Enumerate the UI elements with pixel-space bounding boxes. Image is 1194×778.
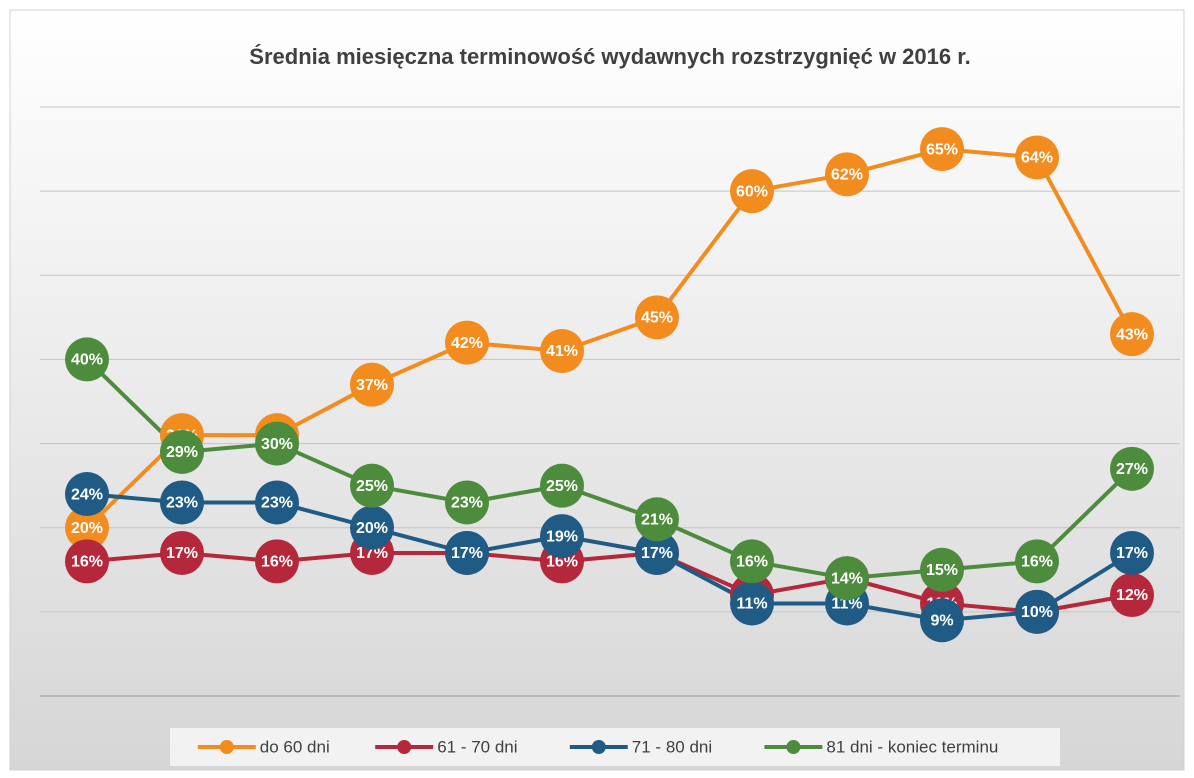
data-point [445, 480, 489, 525]
data-label: 16% [261, 554, 293, 571]
data-point [350, 505, 394, 550]
data-label: 15% [926, 562, 958, 579]
data-point [825, 152, 869, 197]
data-label: 10% [1021, 604, 1053, 621]
data-point [825, 556, 869, 601]
data-label: 37% [356, 377, 388, 394]
data-label: 23% [261, 495, 293, 512]
data-point [1110, 446, 1154, 491]
data-point [160, 530, 204, 575]
data-point [635, 295, 679, 340]
data-point [1110, 312, 1154, 357]
data-label: 25% [546, 478, 578, 495]
data-label: 16% [546, 554, 578, 571]
data-point [1015, 539, 1059, 584]
data-label: 21% [641, 512, 673, 529]
data-label: 45% [641, 310, 673, 327]
data-label: 20% [71, 520, 103, 537]
data-label: 11% [831, 596, 862, 613]
data-point [350, 362, 394, 407]
data-label: 16% [1021, 554, 1053, 571]
data-point [730, 581, 774, 626]
data-label: 24% [71, 486, 103, 503]
data-point [920, 127, 964, 172]
data-label: 29% [166, 444, 198, 461]
data-label: 27% [1116, 461, 1148, 478]
data-label: 23% [451, 495, 483, 512]
data-label: 40% [71, 352, 103, 369]
data-label: 17% [451, 545, 483, 562]
data-point [1015, 589, 1059, 634]
data-label: 23% [166, 495, 198, 512]
data-label: 25% [356, 478, 388, 495]
chart-background [9, 9, 1185, 771]
data-label: 62% [831, 167, 863, 184]
legend-marker [591, 740, 606, 754]
data-label: 41% [546, 343, 578, 360]
data-label: 16% [736, 554, 768, 571]
data-point [635, 497, 679, 542]
data-label: 12% [1116, 587, 1148, 604]
data-label: 43% [1116, 326, 1148, 343]
data-label: 20% [356, 520, 388, 537]
data-point [1110, 530, 1154, 575]
data-point [65, 472, 109, 517]
data-label: 42% [451, 335, 483, 352]
chart-title: Średnia miesięczna terminowość wydawnych… [249, 44, 970, 69]
data-label: 9% [930, 612, 953, 629]
data-point [920, 547, 964, 592]
data-label: 17% [356, 545, 388, 562]
legend-marker [786, 740, 801, 754]
data-label: 16% [71, 554, 103, 571]
data-point [255, 539, 299, 584]
data-label: 19% [546, 528, 578, 545]
data-label: 17% [1116, 545, 1148, 562]
data-point [255, 421, 299, 466]
legend-marker [219, 740, 234, 754]
data-label: 14% [831, 570, 863, 587]
legend-label: 81 dni - koniec terminu [826, 737, 998, 756]
legend-marker [397, 740, 412, 754]
data-point [1110, 573, 1154, 618]
data-point [160, 480, 204, 525]
data-point [1015, 135, 1059, 180]
data-point [255, 480, 299, 525]
data-label: 17% [641, 545, 673, 562]
data-point [920, 598, 964, 643]
data-label: 65% [926, 141, 958, 158]
data-point [65, 505, 109, 550]
data-label: 30% [261, 436, 293, 453]
data-point [445, 320, 489, 365]
legend-label: 71 - 80 dni [632, 737, 712, 756]
data-label: 11% [736, 596, 767, 613]
data-point [540, 514, 584, 559]
data-point [730, 169, 774, 214]
data-point [445, 530, 489, 575]
data-label: 64% [1021, 150, 1053, 167]
data-point [730, 539, 774, 584]
legend-label: 61 - 70 dni [437, 737, 517, 756]
data-point [540, 463, 584, 508]
data-point [635, 530, 679, 575]
data-point [350, 463, 394, 508]
data-label: 60% [736, 183, 768, 200]
data-point [160, 429, 204, 474]
data-point [65, 337, 109, 382]
data-point [540, 329, 584, 374]
data-label: 17% [166, 545, 198, 562]
legend-label: do 60 dni [260, 737, 330, 756]
data-point [65, 539, 109, 584]
